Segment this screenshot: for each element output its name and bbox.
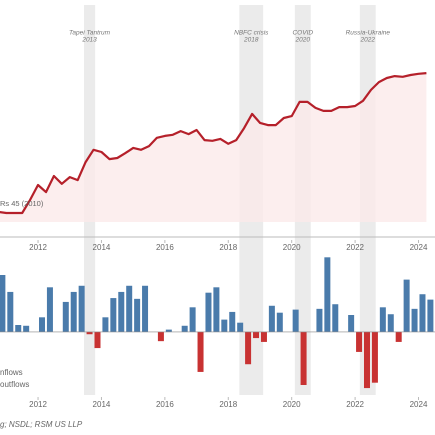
bar bbox=[157, 331, 164, 342]
bar bbox=[300, 331, 307, 385]
x-tick-label: 2016 bbox=[156, 243, 174, 252]
bar bbox=[86, 331, 93, 335]
bar bbox=[110, 298, 117, 332]
x-tick-label: 2022 bbox=[346, 243, 364, 252]
bar bbox=[403, 279, 410, 332]
x-tick-label: 2024 bbox=[410, 400, 428, 409]
bar bbox=[324, 257, 331, 332]
bar bbox=[126, 285, 133, 332]
bar bbox=[292, 309, 299, 332]
event-year: 2020 bbox=[295, 37, 311, 44]
bar bbox=[189, 307, 196, 332]
bar bbox=[46, 287, 53, 332]
bar bbox=[213, 287, 220, 332]
x-tick-label: 2020 bbox=[283, 400, 301, 409]
event-label: Russia-Ukraine bbox=[346, 30, 391, 37]
event-year: 2022 bbox=[360, 37, 376, 44]
bar bbox=[411, 308, 418, 332]
bar bbox=[165, 329, 172, 332]
bar bbox=[237, 322, 244, 332]
event-label: NBFC crisis bbox=[234, 30, 269, 37]
bar bbox=[268, 305, 275, 332]
bar bbox=[62, 301, 69, 332]
x-tick-label: 2022 bbox=[346, 400, 364, 409]
bar bbox=[15, 325, 22, 332]
bar bbox=[371, 331, 378, 383]
bar bbox=[356, 331, 363, 352]
event-year: 2013 bbox=[81, 37, 97, 44]
bar bbox=[245, 331, 252, 365]
bar bbox=[0, 275, 6, 332]
bar bbox=[39, 317, 46, 332]
bar bbox=[197, 331, 204, 372]
x-tick-label: 2016 bbox=[156, 400, 174, 409]
bar bbox=[142, 285, 149, 332]
x-tick-label: 2012 bbox=[29, 243, 47, 252]
event-year: 2018 bbox=[243, 37, 259, 44]
bar bbox=[332, 304, 339, 332]
bar bbox=[23, 325, 30, 332]
x-tick-label: 2018 bbox=[219, 243, 237, 252]
event-label: COVID bbox=[292, 30, 313, 37]
bar bbox=[348, 315, 355, 332]
bar bbox=[387, 314, 394, 332]
annotation: Rs 45 (2010) bbox=[0, 199, 44, 208]
x-tick-label: 2018 bbox=[219, 400, 237, 409]
bar bbox=[363, 331, 370, 389]
bar bbox=[7, 291, 14, 332]
bar bbox=[78, 285, 85, 332]
x-tick-label: 2024 bbox=[410, 243, 428, 252]
bar bbox=[379, 307, 386, 332]
x-tick-label: 2014 bbox=[93, 243, 111, 252]
bar bbox=[70, 291, 77, 332]
bar bbox=[221, 319, 228, 332]
x-tick-label: 2020 bbox=[283, 243, 301, 252]
line bbox=[0, 72, 427, 215]
bar bbox=[276, 312, 283, 332]
bar bbox=[205, 292, 212, 332]
bar bbox=[134, 298, 141, 332]
bar bbox=[427, 299, 434, 332]
legend-label: outflows bbox=[0, 380, 29, 389]
bar bbox=[181, 325, 188, 332]
legend-label: nflows bbox=[0, 368, 23, 377]
bar bbox=[260, 331, 267, 342]
bar bbox=[229, 311, 236, 332]
bar bbox=[253, 331, 260, 339]
bar bbox=[419, 294, 426, 332]
event-label: Tapei Tantrum bbox=[69, 30, 111, 37]
bar bbox=[94, 331, 101, 349]
source: g; NSDL; RSM US LLP bbox=[0, 420, 83, 429]
bar bbox=[316, 308, 323, 332]
bar bbox=[118, 291, 125, 332]
bar bbox=[395, 331, 402, 342]
x-tick-label: 2014 bbox=[93, 400, 111, 409]
bar bbox=[102, 317, 109, 332]
x-tick-label: 2012 bbox=[29, 400, 47, 409]
